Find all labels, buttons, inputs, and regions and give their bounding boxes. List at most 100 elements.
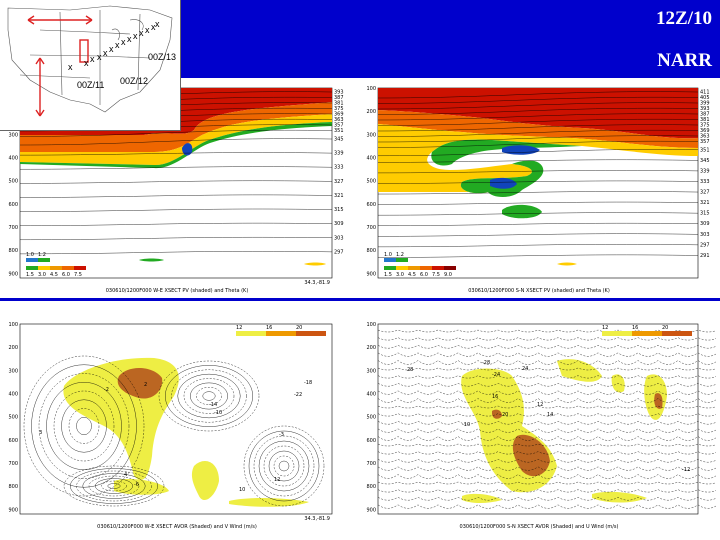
pressure-tick-label: 800 <box>8 484 18 490</box>
theta-label: 327 <box>334 179 344 185</box>
theta-label: 339 <box>334 151 344 157</box>
wind-contour <box>377 352 716 357</box>
wind-contour <box>158 360 260 432</box>
theta-label: 363 <box>334 117 344 123</box>
chart-pv-sn: 100 200 300 400 500 600 700 800 900 411 405 399 393… <box>362 80 716 294</box>
legend-label: 1.0 <box>384 252 392 258</box>
wind-contour <box>377 390 716 395</box>
wind-contour <box>31 364 137 488</box>
legend-label: 6.0 <box>62 272 70 278</box>
contour-label: 10 <box>239 487 245 493</box>
theta-label: 393 <box>700 106 710 112</box>
pressure-tick-label: 400 <box>8 156 18 162</box>
track-marker: x <box>115 40 120 50</box>
contour-label: 14 <box>547 412 553 418</box>
contour-label: -10 <box>214 410 222 416</box>
wind-contour <box>202 391 216 401</box>
legend-label: 12 <box>236 325 242 331</box>
pressure-tick-label: 600 <box>8 438 18 444</box>
wind-contour <box>165 365 253 427</box>
contour-label: 12 <box>274 477 280 483</box>
track-marker: x <box>97 52 102 62</box>
theta-contour <box>377 135 699 143</box>
wind-contour <box>377 413 716 417</box>
legend-label: 1.5 <box>26 272 34 278</box>
theta-contour <box>19 194 333 198</box>
pressure-tick-label: 800 <box>366 484 376 490</box>
theta-label: 321 <box>700 200 710 206</box>
wind-contour <box>70 468 158 504</box>
pressure-tick-label: 900 <box>366 507 376 513</box>
pressure-tick-label: 700 <box>366 225 376 231</box>
contour-label: 28 <box>407 367 413 373</box>
chart-avor-sn-plot: 100 200 300 400 500 600 700 800 900 -28-24 28 24 16… <box>366 322 716 530</box>
legend-swatch <box>296 331 326 336</box>
avor-shading <box>461 359 667 503</box>
pressure-tick-label: 300 <box>366 132 376 138</box>
theta-contour <box>19 152 333 156</box>
wind-contour <box>377 474 716 479</box>
pressure-tick-label: 900 <box>366 271 376 277</box>
theta-label: 309 <box>334 221 344 227</box>
theta-contour <box>19 180 333 184</box>
track-marker: x <box>109 44 114 54</box>
theta-label: 333 <box>334 165 344 171</box>
contour-label: 20 <box>502 412 508 418</box>
theta-contour <box>19 129 333 137</box>
avor-legend: 12 16 20 <box>602 325 692 336</box>
legend-swatch <box>408 266 420 270</box>
wind-contour <box>63 465 165 507</box>
wind-contours <box>23 355 325 507</box>
wind-contour <box>95 478 133 494</box>
pressure-tick-label: 500 <box>366 179 376 185</box>
theta-contour <box>377 170 699 174</box>
wind-contour <box>377 436 716 441</box>
legend-swatch <box>38 266 50 270</box>
wind-contour <box>88 475 140 497</box>
wind-contour <box>248 430 320 502</box>
pressure-tick-label: 100 <box>366 322 376 328</box>
pressure-tick-label: 700 <box>8 461 18 467</box>
theta-contour <box>19 222 333 226</box>
legend-swatch <box>236 331 266 336</box>
theta-contour <box>377 191 699 195</box>
legend-label: 7.5 <box>432 272 440 278</box>
theta-label: 357 <box>334 123 344 129</box>
avor-legend: 12 16 20 <box>236 325 326 336</box>
pressure-tick-label: 400 <box>8 392 18 398</box>
theta-contour <box>377 180 699 184</box>
theta-label: 369 <box>334 112 344 118</box>
pressure-axis-labels: 100 200 300 400 500 600 700 800 900 <box>366 86 376 277</box>
track-marker: x <box>103 48 108 58</box>
track-marker: x <box>68 62 73 72</box>
wind-contour <box>377 466 716 471</box>
theta-contour <box>19 138 333 146</box>
legend-swatch <box>432 266 444 270</box>
legend-label: 16 <box>266 325 272 331</box>
pressure-tick-label: 900 <box>8 507 18 513</box>
wind-contour <box>377 428 716 433</box>
theta-contour <box>19 237 333 240</box>
theta-label: 381 <box>700 117 710 123</box>
pressure-tick-label: 300 <box>366 368 376 374</box>
legend-label: 20 <box>296 325 302 331</box>
wind-contour <box>377 337 716 341</box>
theta-label: 387 <box>700 112 710 118</box>
pressure-axis-labels: 100 200 300 400 500 600 700 800 900 <box>8 322 18 513</box>
track-marker: x <box>145 25 150 35</box>
wind-contour <box>377 405 716 409</box>
legend-label: 16 <box>632 325 638 331</box>
theta-contour <box>377 212 699 216</box>
map-arrows <box>27 15 93 117</box>
contour-label: -2 <box>104 387 109 393</box>
legend-label: 1.0 <box>26 252 34 258</box>
theta-label: 369 <box>700 128 710 134</box>
panel-divider <box>0 298 720 301</box>
wind-contour <box>377 481 716 485</box>
legend-label: 6.0 <box>420 272 428 278</box>
legend-label: 1.2 <box>396 252 404 258</box>
